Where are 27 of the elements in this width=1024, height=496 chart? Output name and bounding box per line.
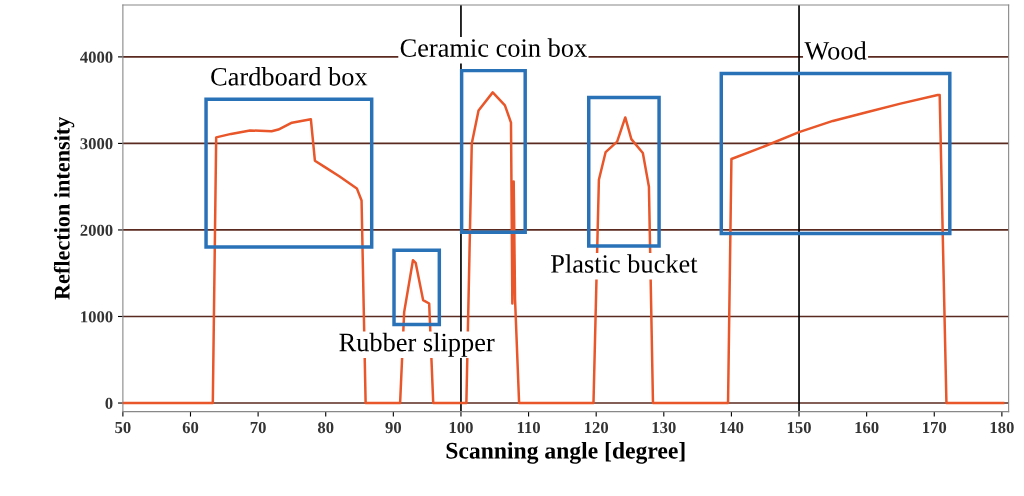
x-tick-label: 100 xyxy=(449,421,473,434)
x-tick-label: 70 xyxy=(250,421,266,434)
x-axis-title: Scanning angle [degree] xyxy=(446,442,685,464)
x-tick-label: 110 xyxy=(517,421,540,434)
x-tick-label: 60 xyxy=(182,421,199,434)
x-tick-label: 90 xyxy=(385,421,402,434)
annotation: Plastic bucket xyxy=(551,254,698,273)
annotation: Cardboard box xyxy=(211,67,368,86)
annotation: Wood xyxy=(804,41,867,60)
x-tick-label: 130 xyxy=(652,421,676,434)
x-tick-label: 140 xyxy=(720,421,744,434)
x-tick-label: 80 xyxy=(317,421,334,434)
annotation: Ceramic coin box xyxy=(400,38,587,57)
y-tick-label: 4000 xyxy=(80,51,113,63)
y-tick-label: 3000 xyxy=(80,138,113,150)
y-tick-label: 2000 xyxy=(80,224,113,236)
x-tick-label: 170 xyxy=(923,421,947,434)
x-tick-label: 50 xyxy=(115,421,131,434)
x-tick-label: 120 xyxy=(585,421,609,434)
x-tick-label: 160 xyxy=(855,421,879,434)
x-tick-label: 150 xyxy=(787,421,811,434)
y-tick-label: 0 xyxy=(105,397,113,409)
annotation: Rubber slipper xyxy=(339,332,495,357)
y-tick-label: 1000 xyxy=(81,311,113,323)
y-axis-title: Reflection intensity xyxy=(53,116,75,300)
x-tick-label: 180 xyxy=(990,421,1014,434)
line-series xyxy=(122,91,1005,405)
